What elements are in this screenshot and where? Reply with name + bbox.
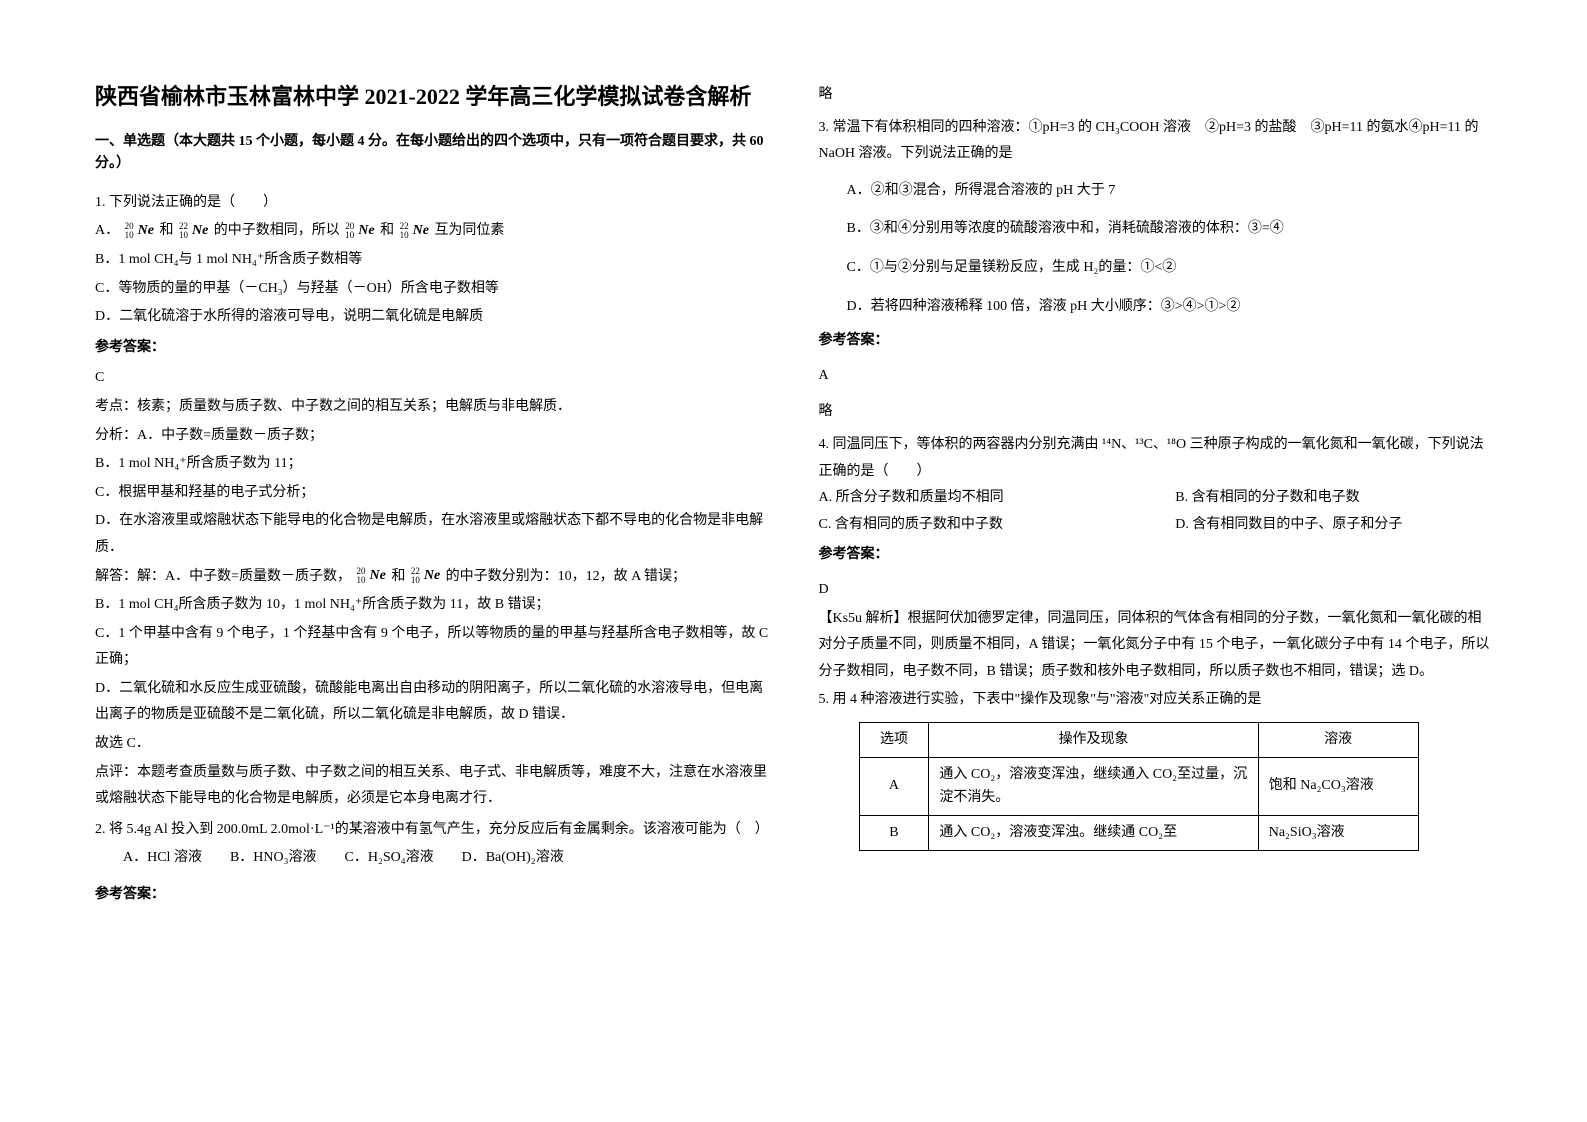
q3-optC: C．①与②分别与足量镁粉反应，生成 H₂的量：①<② [819,255,1493,282]
left-column: 陕西省榆林市玉林富林中学 2021-2022 学年高三化学模拟试卷含解析 一、单… [95,80,769,1082]
q4-stem: 4. 同温同压下，等体积的两容器内分别充满由 ¹⁴N、¹³C、¹⁸O 三种原子构… [819,432,1493,485]
right-column: 略 3. 常温下有体积相同的四种溶液：①pH=3 的 CH₃COOH 溶液 ②p… [819,80,1493,1082]
q1-optA: A． 2010Ne 和 2210Ne 的中子数相同，所以 2010Ne 和 22… [95,218,769,245]
q5-table: 选项 操作及现象 溶液 A 通入 CO₂，溶液变浑浊，继续通入 CO₂至过量，沉… [859,722,1419,852]
q2-options: A．HCl 溶液 B．HNO₃溶液 C．H₂SO₄溶液 D．Ba(OH)₂溶液 [95,845,769,872]
q1-exp6: 解答：解：A．中子数=质量数－质子数， 2010Ne 和 2210Ne 的中子数… [95,564,769,591]
q4-answer-label: 参考答案： [819,542,1493,569]
q4-optC: C. 含有相同的质子数和中子数 [819,512,1136,539]
cell-op-a: 通入 CO₂，溶液变浑浊，继续通入 CO₂至过量，沉淀不消失。 [929,758,1258,816]
q1-exp9: D．二氧化硫和水反应生成亚硫酸，硫酸能电离出自由移动的阴阳离子，所以二氧化硫的水… [95,676,769,729]
col2-top-omit: 略 [819,82,1493,109]
q2-stem: 2. 将 5.4g Al 投入到 200.0mL 2.0mol·L⁻¹的某溶液中… [95,817,769,844]
q4-optA: A. 所含分子数和质量均不相同 [819,485,1136,512]
q1-exp11: 点评：本题考查质量数与质子数、中子数之间的相互关系、电子式、非电解质等，难度不大… [95,760,769,813]
cell-sol-b: Na₂SiO₃溶液 [1258,816,1418,851]
th-solution: 溶液 [1258,722,1418,757]
cell-sol-a: 饱和 Na₂CO₃溶液 [1258,758,1418,816]
q1-exp2: 分析：A．中子数=质量数－质子数； [95,423,769,450]
q4-optD: D. 含有相同数目的中子、原子和分子 [1175,512,1492,539]
q1-optD: D．二氧化硫溶于水所得的溶液可导电，说明二氧化硫是电解质 [95,304,769,331]
q1-exp5: D．在水溶液里或熔融状态下能导电的化合物是电解质，在水溶液里或熔融状态下都不导电… [95,508,769,561]
q4-answer: D [819,577,1493,604]
isotope-ne20: 2010 [125,222,134,240]
doc-title: 陕西省榆林市玉林富林中学 2021-2022 学年高三化学模拟试卷含解析 [95,80,769,113]
q4-opts-row2: C. 含有相同的质子数和中子数 D. 含有相同数目的中子、原子和分子 [819,512,1493,539]
isotope-ne22: 2210 [179,222,188,240]
q1-stem: 1. 下列说法正确的是（ ） [95,190,769,217]
q1-exp7: B．1 mol CH₄所含质子数为 10，1 mol NH₄⁺所含质子数为 11… [95,592,769,619]
cell-opt-b: B [859,816,929,851]
q1-answer: C [95,365,769,392]
q1-answer-label: 参考答案： [95,335,769,362]
q3-stem: 3. 常温下有体积相同的四种溶液：①pH=3 的 CH₃COOH 溶液 ②pH=… [819,115,1493,168]
q3-optA: A．②和③混合，所得混合溶液的 pH 大于 7 [819,178,1493,205]
q1-exp4: C．根据甲基和羟基的电子式分析； [95,480,769,507]
q1-exp1: 考点：核素；质量数与质子数、中子数之间的相互关系；电解质与非电解质． [95,394,769,421]
q3-answer: A [819,363,1493,390]
q1-exp8: C．1 个甲基中含有 9 个电子，1 个羟基中含有 9 个电子，所以等物质的量的… [95,621,769,674]
q5-stem: 5. 用 4 种溶液进行实验，下表中"操作及现象"与"溶液"对应关系正确的是 [819,687,1493,714]
table-header-row: 选项 操作及现象 溶液 [859,722,1418,757]
q4-optB: B. 含有相同的分子数和电子数 [1175,485,1492,512]
cell-opt-a: A [859,758,929,816]
cell-op-b: 通入 CO₂，溶液变浑浊。继续通 CO₂至 [929,816,1258,851]
q1-optC: C．等物质的量的甲基（－CH₃）与羟基（－OH）所含电子数相等 [95,276,769,303]
q3-answer-label: 参考答案： [819,328,1493,355]
table-row: B 通入 CO₂，溶液变浑浊。继续通 CO₂至 Na₂SiO₃溶液 [859,816,1418,851]
th-operation: 操作及现象 [929,722,1258,757]
q3-omit: 略 [819,399,1493,426]
table-row: A 通入 CO₂，溶液变浑浊，继续通入 CO₂至过量，沉淀不消失。 饱和 Na₂… [859,758,1418,816]
section-instruction: 一、单选题（本大题共 15 个小题，每小题 4 分。在每小题给出的四个选项中，只… [95,131,769,176]
q1-optA-pre: A． [95,223,119,238]
q3-optB: B．③和④分别用等浓度的硫酸溶液中和，消耗硫酸溶液的体积：③=④ [819,216,1493,243]
q2-answer-label: 参考答案： [95,882,769,909]
q1-optB: B．1 mol CH₄与 1 mol NH₄⁺所含质子数相等 [95,247,769,274]
q1-exp10: 故选 C． [95,731,769,758]
q1-exp3: B．1 mol NH₄⁺所含质子数为 11； [95,451,769,478]
q4-exp: 【Ks5u 解析】根据阿伏加德罗定律，同温同压，同体积的气体含有相同的分子数，一… [819,606,1493,686]
q4-opts-row1: A. 所含分子数和质量均不相同 B. 含有相同的分子数和电子数 [819,485,1493,512]
th-option: 选项 [859,722,929,757]
q3-optD: D．若将四种溶液稀释 100 倍，溶液 pH 大小顺序：③>④>①>② [819,294,1493,321]
